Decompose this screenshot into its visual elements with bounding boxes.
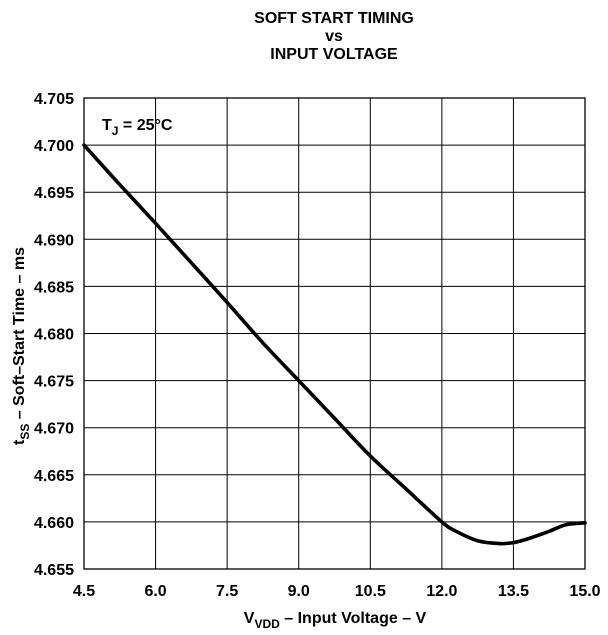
y-tick-label: 4.665 [34,468,74,485]
y-tick-label: 4.685 [34,279,74,296]
y-tick-label: 4.660 [34,515,74,532]
x-tick-label: 4.5 [73,583,95,600]
x-tick-label: 12.0 [426,583,457,600]
x-axis-label: VVDD – Input Voltage – V [244,610,427,631]
x-tick-label: 6.0 [144,583,166,600]
x-axis-label-text: VVDD – Input Voltage – V [244,610,427,631]
y-tick-label: 4.680 [34,327,74,344]
x-tick-labels: 4.5 6.0 7.5 9.0 10.5 12.0 13.5 15.0 [73,583,601,600]
y-axis-label-text: tSS – Soft–Start Time – ms [11,247,32,445]
x-tick-label: 10.5 [355,583,386,600]
x-tick-label: 15.0 [569,583,600,600]
y-tick-labels: 4.655 4.660 4.665 4.670 4.675 4.680 4.685 4.690… [34,91,74,579]
series-line-0 [82,143,587,546]
y-tick-label: 4.700 [34,138,74,155]
y-tick-label: 4.695 [34,185,74,202]
x-tick-label: 7.5 [216,583,238,600]
title-line-0: SOFT START TIMING [254,10,414,27]
title-line-2: INPUT VOLTAGE [270,46,398,63]
x-tick-label: 9.0 [288,583,310,600]
grid [83,97,586,570]
series-layer [82,143,587,546]
y-axis-label: tSS – Soft–Start Time – ms [11,247,32,445]
title-line-1: vs [325,28,343,45]
y-tick-label: 4.670 [34,421,74,438]
annotation: TJ = 25°C [102,117,173,138]
y-tick-label: 4.705 [34,91,74,108]
y-tick-label: 4.690 [34,232,74,249]
y-tick-label: 4.655 [34,562,74,579]
annotation-text: TJ = 25°C [102,117,173,138]
x-tick-label: 13.5 [498,583,529,600]
plot-frame [83,97,586,570]
y-tick-label: 4.675 [34,374,74,391]
